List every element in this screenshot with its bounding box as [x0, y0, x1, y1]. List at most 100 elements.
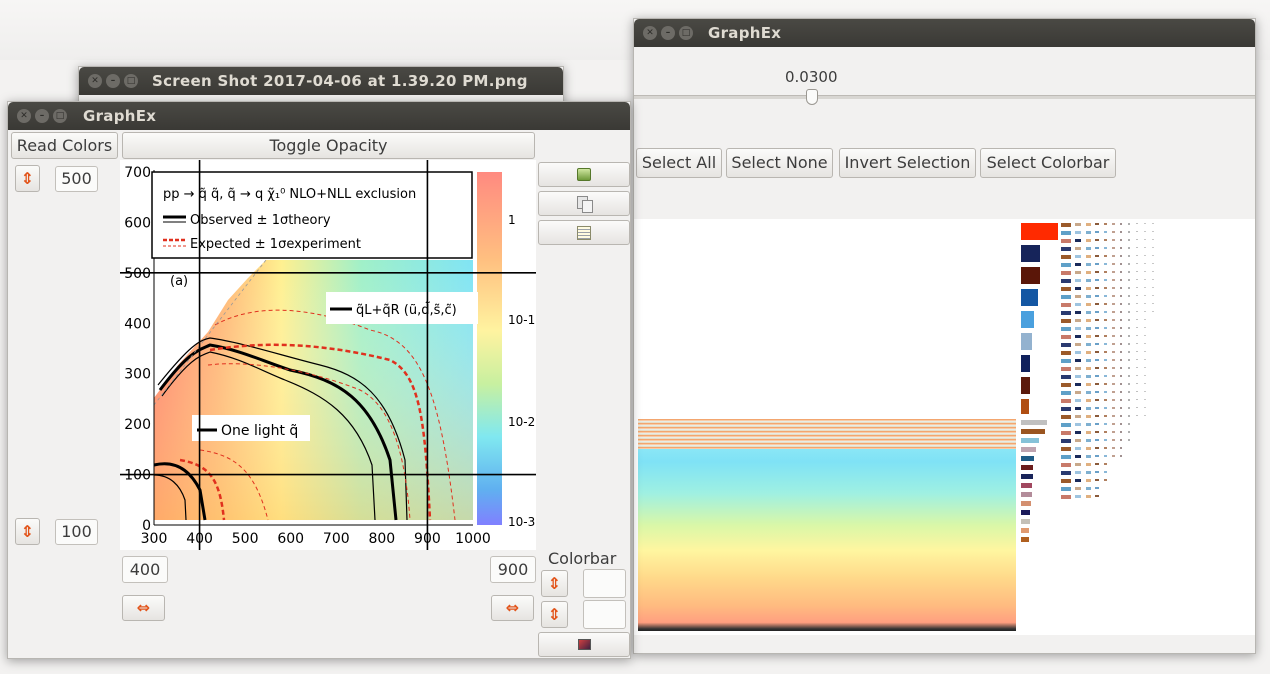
x-right-arrow-button[interactable]: ⇔ — [491, 595, 534, 621]
select-colorbar-button[interactable]: Select Colorbar — [980, 148, 1116, 178]
x-left-arrow-button[interactable]: ⇔ — [122, 595, 165, 621]
palette-swatch-grid[interactable] — [1104, 223, 1107, 483]
y-top-arrow-button[interactable]: ⇕ — [15, 165, 40, 192]
palette-swatch[interactable] — [1021, 438, 1039, 443]
colorbar-bottom-arrow-button[interactable]: ⇕ — [541, 601, 568, 628]
observed-contour-light-2 — [153, 474, 187, 521]
palette-swatch[interactable] — [1021, 399, 1029, 414]
vertical-arrows-icon: ⇕ — [547, 574, 562, 593]
x-left-value-field[interactable]: 400 — [122, 556, 168, 583]
kinematic-limit-line — [153, 259, 267, 406]
palette-swatch-selected[interactable] — [1021, 223, 1058, 240]
palette-swatch-grid[interactable] — [1152, 223, 1154, 313]
notes-icon — [577, 226, 591, 240]
palette-swatch[interactable] — [1021, 311, 1034, 328]
palette-swatch[interactable] — [1021, 510, 1030, 515]
palette-swatch-grid[interactable] — [1061, 223, 1071, 503]
colorbar-bottom-value-field[interactable] — [583, 600, 626, 629]
legend-observed: Observed ± 1σtheory — [190, 213, 331, 228]
copy-button[interactable] — [538, 191, 630, 216]
y-top-value-field[interactable]: 500 — [55, 166, 98, 192]
graphex-right-window: ✕ – □ GraphEx 0.0300 Select All Select N… — [633, 18, 1256, 654]
palette-swatch[interactable] — [1021, 333, 1032, 350]
select-all-button[interactable]: Select All — [636, 148, 722, 178]
colorbar-top-arrow-button[interactable]: ⇕ — [541, 570, 568, 597]
threshold-slider[interactable] — [634, 95, 1255, 99]
palette-swatch[interactable] — [1021, 420, 1047, 425]
palette-swatch[interactable] — [1021, 537, 1029, 542]
invert-selection-button[interactable]: Invert Selection — [839, 148, 976, 178]
maximize-icon[interactable]: □ — [124, 74, 138, 88]
window-title: GraphEx — [708, 24, 782, 42]
palette-swatch[interactable] — [1021, 474, 1033, 479]
palette-swatch[interactable] — [1021, 519, 1030, 524]
plot-svg[interactable]: 110-110-210-3 300 400 500 600 700 800 900 1000 … — [120, 160, 536, 550]
save-button[interactable] — [538, 162, 630, 187]
z-tick-label: 10-2 — [508, 415, 535, 429]
window-title: GraphEx — [83, 107, 157, 125]
image-icon — [578, 639, 591, 650]
panel-label: (a) — [170, 274, 188, 289]
y-tick-label: 200 — [124, 417, 151, 433]
palette-swatch-grid[interactable] — [1086, 223, 1091, 503]
title-bar: ✕ – □ Screen Shot 2017-04-06 at 1.39.20 … — [79, 67, 563, 95]
palette-swatch-grid[interactable] — [1095, 223, 1099, 503]
notes-button[interactable] — [538, 220, 630, 245]
palette-swatch[interactable] — [1021, 267, 1040, 284]
palette-swatch[interactable] — [1021, 429, 1045, 434]
palette-swatch[interactable] — [1021, 465, 1033, 470]
legend-title: pp → q̃ q̃, q̃ → q χ̃₁⁰ NLO+NLL exclusio… — [163, 187, 416, 202]
palette-swatch[interactable] — [1021, 501, 1031, 506]
vertical-arrows-icon: ⇕ — [20, 169, 35, 188]
x-tick-label: 800 — [368, 531, 395, 547]
y-tick-label: 400 — [124, 316, 151, 332]
minimize-icon[interactable]: – — [35, 109, 49, 123]
toggle-opacity-button[interactable]: Toggle Opacity — [122, 132, 535, 159]
y-bottom-arrow-button[interactable]: ⇕ — [15, 518, 40, 545]
vertical-arrows-icon: ⇕ — [20, 522, 35, 541]
palette-swatch[interactable] — [1021, 377, 1030, 394]
y-tick-label: 0 — [142, 518, 151, 534]
close-icon[interactable]: ✕ — [88, 74, 102, 88]
z-tick-label: 1 — [508, 213, 516, 227]
screenshot-viewer-window: ✕ – □ Screen Shot 2017-04-06 at 1.39.20 … — [78, 66, 564, 126]
palette-swatch[interactable] — [1021, 245, 1040, 262]
observed-contour-lr-down — [161, 351, 376, 521]
palette-swatch[interactable] — [1021, 492, 1032, 497]
minimize-icon[interactable]: – — [661, 26, 675, 40]
palette-swatch-grid[interactable] — [1112, 223, 1115, 463]
select-none-button[interactable]: Select None — [726, 148, 833, 178]
observed-contour-lr-up — [157, 337, 408, 521]
palette-swatch-grid[interactable] — [1128, 223, 1130, 443]
y-bottom-value-field[interactable]: 100 — [55, 519, 98, 545]
color-analysis-canvas[interactable] — [634, 219, 1255, 635]
read-colors-button[interactable]: Read Colors — [11, 132, 118, 159]
palette-swatch[interactable] — [1021, 483, 1032, 488]
close-icon[interactable]: ✕ — [643, 26, 657, 40]
palette-swatch-grid[interactable] — [1144, 223, 1146, 423]
palette-swatch-grid[interactable] — [1120, 223, 1122, 463]
palette-swatch[interactable] — [1021, 355, 1030, 372]
palette-swatch[interactable] — [1021, 447, 1036, 452]
slider-handle[interactable] — [806, 89, 818, 105]
minimize-icon[interactable]: – — [106, 74, 120, 88]
palette-swatch-grid[interactable] — [1136, 223, 1138, 423]
palette-swatch[interactable] — [1021, 289, 1038, 306]
heatmap-shading — [154, 260, 473, 520]
image-button[interactable] — [538, 632, 630, 657]
embedded-plot[interactable]: 1 10-1 10-2 10-3 300 400 500 600 700 800 900 1000 … — [120, 160, 536, 550]
colorbar-top-value-field[interactable] — [583, 569, 626, 598]
maximize-icon[interactable]: □ — [53, 109, 67, 123]
horizontal-arrows-icon: ⇔ — [505, 598, 520, 617]
y-tick-label: 700 — [124, 165, 151, 181]
palette-swatch[interactable] — [1021, 528, 1029, 533]
title-bar: ✕ – □ GraphEx — [8, 102, 630, 130]
close-icon[interactable]: ✕ — [17, 109, 31, 123]
slider-value: 0.0300 — [785, 68, 838, 86]
palette-swatch-grid[interactable] — [1075, 223, 1081, 503]
legend-box — [151, 171, 473, 259]
horizontal-arrows-icon: ⇔ — [136, 598, 151, 617]
x-right-value-field[interactable]: 900 — [490, 556, 536, 583]
maximize-icon[interactable]: □ — [679, 26, 693, 40]
palette-swatch[interactable] — [1021, 456, 1034, 461]
